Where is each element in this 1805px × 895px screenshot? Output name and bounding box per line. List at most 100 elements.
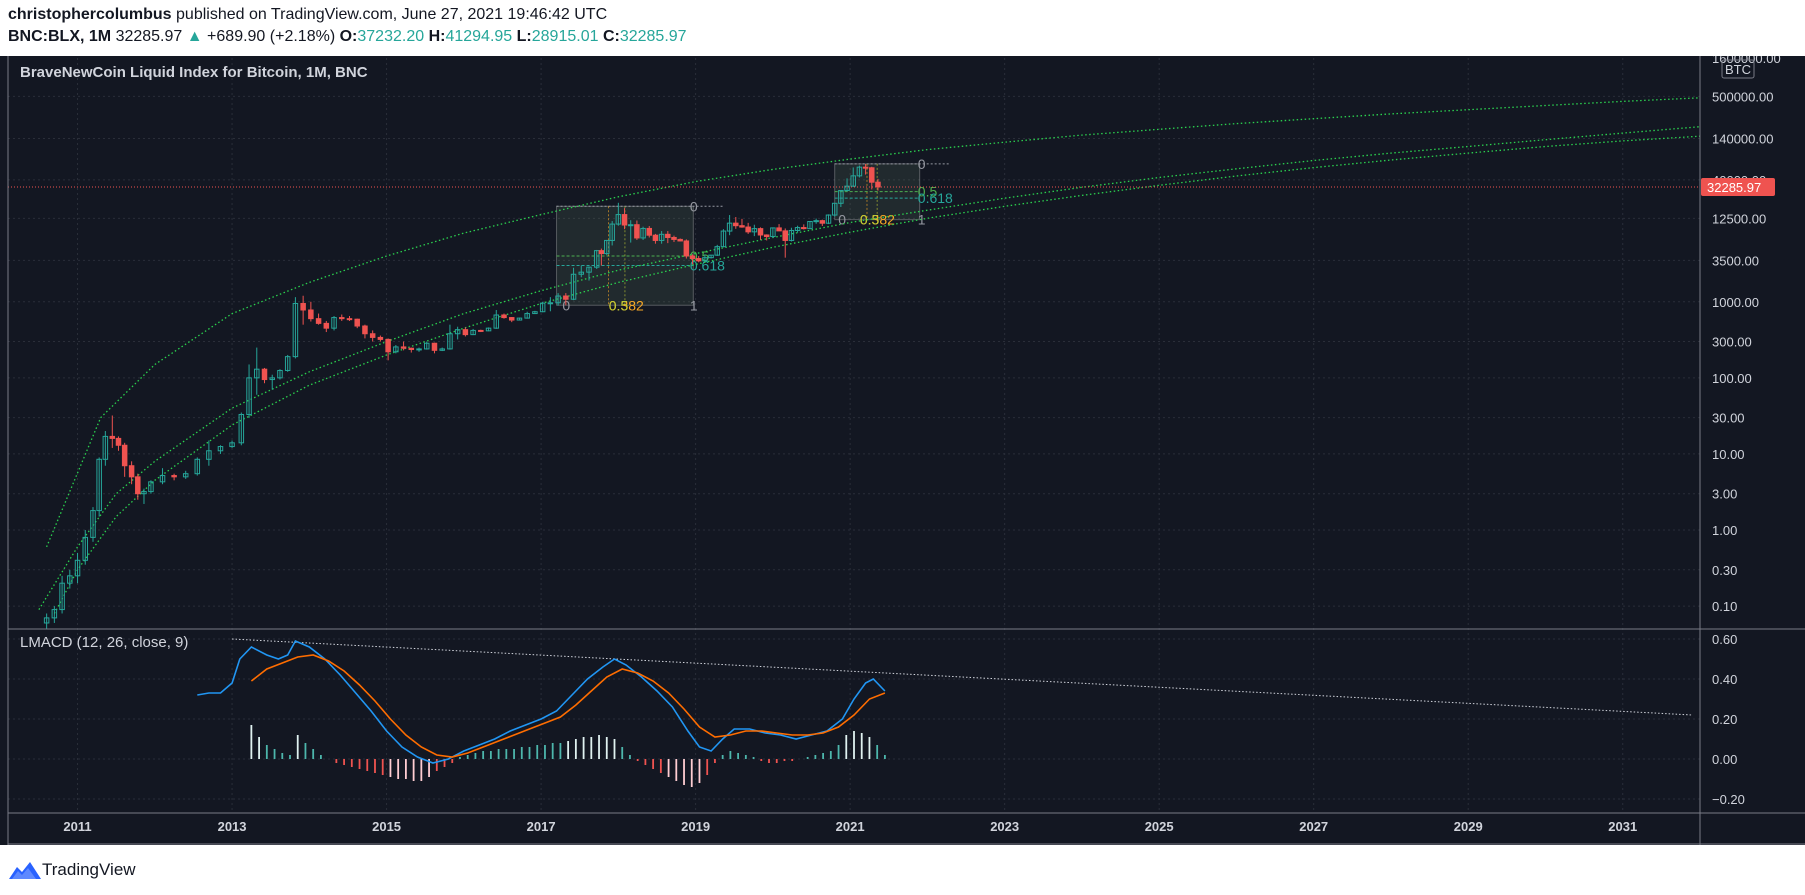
candle[interactable] <box>447 324 453 350</box>
curve-middle[interactable] <box>38 126 1700 610</box>
candle[interactable] <box>627 220 634 243</box>
candle[interactable] <box>323 320 330 333</box>
candle[interactable] <box>862 163 869 175</box>
candle[interactable] <box>339 314 345 321</box>
candle[interactable] <box>121 442 128 477</box>
candle[interactable] <box>819 219 826 227</box>
candle[interactable] <box>424 341 430 350</box>
candle[interactable] <box>615 202 622 226</box>
candle[interactable] <box>677 238 683 242</box>
candle[interactable] <box>43 613 50 629</box>
candle[interactable] <box>269 374 275 390</box>
candle[interactable] <box>416 347 422 352</box>
candle[interactable] <box>254 347 260 395</box>
candle[interactable] <box>331 316 337 331</box>
candle[interactable] <box>609 221 615 246</box>
candle[interactable] <box>782 228 788 258</box>
candle[interactable] <box>159 468 166 485</box>
candle[interactable] <box>284 354 291 372</box>
candle[interactable] <box>485 327 492 332</box>
candle[interactable] <box>856 165 863 178</box>
candle[interactable] <box>67 569 73 589</box>
candle[interactable] <box>539 301 546 313</box>
candle[interactable] <box>516 317 523 321</box>
candle[interactable] <box>640 226 646 240</box>
candle[interactable] <box>277 369 283 380</box>
candle[interactable] <box>770 227 776 238</box>
candle[interactable] <box>292 297 299 359</box>
candle[interactable] <box>369 330 376 342</box>
candle[interactable] <box>726 215 733 236</box>
candle[interactable] <box>346 316 353 321</box>
candle[interactable] <box>315 313 322 325</box>
candle[interactable] <box>524 311 530 319</box>
candle[interactable] <box>182 470 189 479</box>
candle[interactable] <box>598 248 605 266</box>
candle[interactable] <box>695 255 702 263</box>
candle[interactable] <box>128 461 135 485</box>
candle[interactable] <box>776 224 782 232</box>
candle[interactable] <box>683 239 690 259</box>
candle[interactable] <box>377 335 384 342</box>
candle[interactable] <box>875 178 881 191</box>
candle[interactable] <box>135 473 141 500</box>
candle[interactable] <box>652 233 659 244</box>
candle[interactable] <box>763 234 770 241</box>
macd-pane[interactable] <box>197 638 1693 787</box>
candle[interactable] <box>90 507 96 542</box>
candle[interactable] <box>570 267 577 301</box>
candle[interactable] <box>604 239 610 256</box>
candle[interactable] <box>109 415 116 448</box>
candle[interactable] <box>508 317 515 323</box>
macd-trendline[interactable] <box>232 638 1693 716</box>
candle[interactable] <box>532 310 538 315</box>
candle[interactable] <box>563 293 569 306</box>
candle[interactable] <box>51 606 58 623</box>
candle[interactable] <box>115 436 122 451</box>
candle[interactable] <box>720 229 727 248</box>
candle[interactable] <box>300 295 306 325</box>
candle[interactable] <box>844 178 850 192</box>
candle[interactable] <box>462 327 469 337</box>
candle[interactable] <box>714 244 720 256</box>
candle[interactable] <box>578 265 585 278</box>
candle[interactable] <box>702 254 708 262</box>
candle[interactable] <box>393 345 399 354</box>
macd-line[interactable] <box>197 639 886 764</box>
candle[interactable] <box>501 313 507 319</box>
candle[interactable] <box>621 208 628 230</box>
candle[interactable] <box>547 297 554 312</box>
candle[interactable] <box>308 301 314 322</box>
candle[interactable] <box>148 480 154 494</box>
signal-line[interactable] <box>250 654 886 758</box>
candle[interactable] <box>493 309 500 329</box>
candle[interactable] <box>831 202 838 217</box>
candle[interactable] <box>246 364 252 418</box>
candle[interactable] <box>658 231 665 244</box>
candle[interactable] <box>238 412 245 446</box>
author-name[interactable]: christophercolumbus <box>8 6 172 23</box>
candle[interactable] <box>102 431 109 466</box>
candle[interactable] <box>850 167 856 187</box>
candle[interactable] <box>671 235 677 243</box>
candle[interactable] <box>869 166 875 190</box>
candle[interactable] <box>555 293 561 306</box>
candle[interactable] <box>708 254 714 259</box>
candle[interactable] <box>813 218 819 224</box>
candle[interactable] <box>689 254 696 265</box>
candle[interactable] <box>141 488 147 504</box>
candle[interactable] <box>794 225 801 233</box>
candle[interactable] <box>646 226 653 238</box>
candle[interactable] <box>362 324 368 339</box>
candle[interactable] <box>801 224 807 230</box>
candle[interactable] <box>745 222 751 234</box>
candle[interactable] <box>261 367 268 384</box>
candle[interactable] <box>354 318 360 329</box>
candle[interactable] <box>439 347 445 352</box>
candle[interactable] <box>807 221 813 230</box>
candle[interactable] <box>838 190 844 208</box>
candle[interactable] <box>751 224 758 237</box>
candle[interactable] <box>739 218 745 228</box>
candle[interactable] <box>454 326 461 340</box>
